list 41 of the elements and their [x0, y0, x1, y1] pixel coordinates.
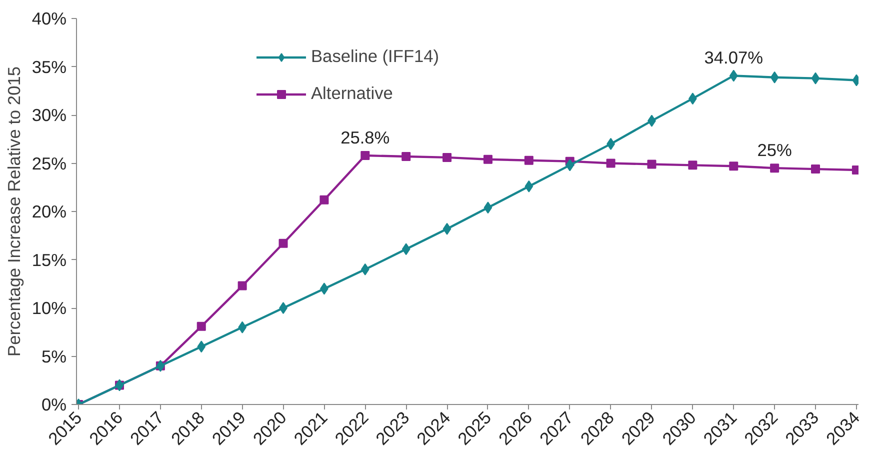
y-tick-label: 20%: [32, 202, 67, 222]
point: [360, 151, 370, 160]
point: [729, 162, 738, 171]
y-tick-label: 35%: [32, 56, 67, 77]
annotation: 25.8%: [340, 128, 390, 148]
y-tick-label: 25%: [32, 153, 67, 174]
y-tick-label: 15%: [32, 250, 67, 270]
point: [320, 195, 329, 204]
point: [770, 164, 780, 173]
point: [360, 263, 370, 276]
annotation: 25%: [757, 140, 792, 160]
point: [647, 160, 656, 169]
legend-label: Alternative: [311, 83, 393, 104]
point: [442, 222, 452, 235]
point: [729, 70, 738, 82]
y-tick-label: 10%: [32, 298, 67, 318]
point: [196, 322, 206, 331]
point: [811, 164, 820, 174]
point: [238, 281, 247, 290]
annotation: 34.07%: [704, 48, 764, 68]
point: [483, 154, 492, 164]
y-axis-title: Percentage Increase Relative to 2015: [4, 66, 24, 356]
point: [402, 152, 411, 161]
point: [197, 340, 206, 353]
point: [402, 243, 410, 256]
legend-label: Baseline (IFF14): [311, 46, 440, 67]
y-tick-label: 40%: [32, 8, 67, 28]
y-tick-label: 5%: [41, 346, 66, 366]
point: [279, 302, 288, 314]
point: [688, 160, 698, 170]
point: [566, 159, 574, 172]
point: [278, 238, 288, 248]
y-tick-label: 30%: [32, 105, 67, 125]
point: [484, 202, 492, 214]
point: [524, 180, 534, 192]
point: [442, 152, 452, 162]
y-tick-label: 0%: [41, 394, 66, 414]
point: [770, 71, 779, 84]
point: [811, 72, 820, 84]
point: [524, 156, 534, 165]
point: [606, 158, 616, 168]
